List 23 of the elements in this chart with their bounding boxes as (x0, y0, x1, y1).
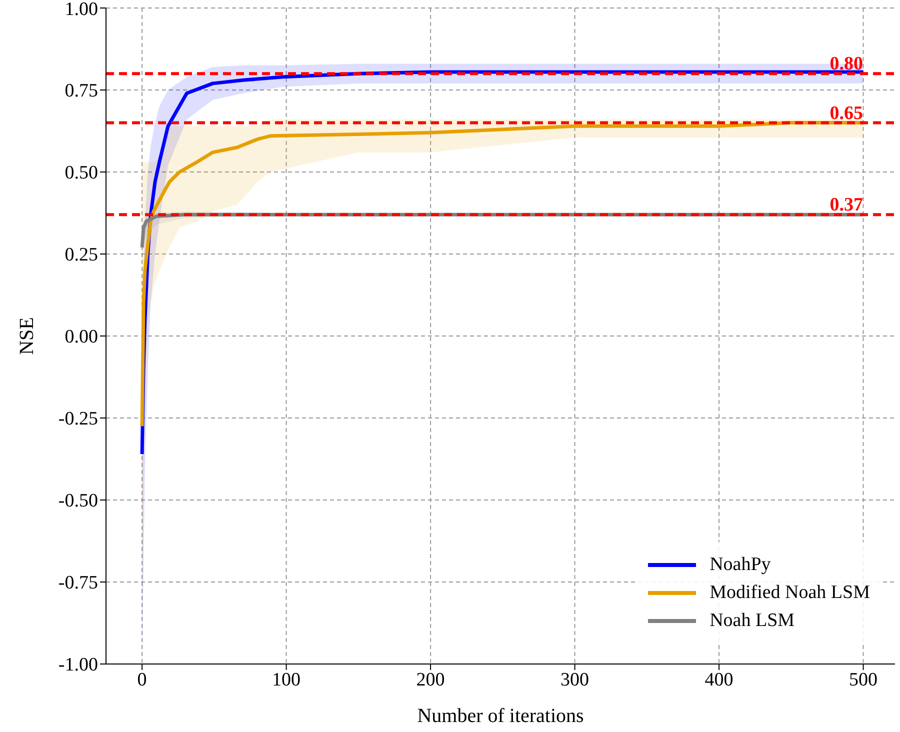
y-tick-label: 0.00 (64, 326, 98, 348)
y-tick-label: 0.50 (64, 162, 98, 184)
legend-label: NoahPy (710, 554, 771, 576)
legend-label: Modified Noah LSM (710, 582, 870, 604)
x-tick-label: 500 (849, 669, 878, 690)
ref-line-label: 0.80 (830, 54, 863, 75)
x-tick-label: 200 (416, 669, 445, 690)
x-tick-label: 400 (704, 669, 734, 690)
y-tick-label: 0.75 (64, 80, 98, 102)
x-tick-label: 300 (560, 669, 590, 690)
y-tick-label: -0.75 (58, 572, 98, 594)
x-tick-label: 100 (272, 669, 301, 690)
y-tick-label: -0.25 (58, 408, 98, 430)
x-tick-label: 0 (137, 669, 147, 690)
y-tick-label: 0.25 (64, 244, 98, 266)
ref-line-label: 0.65 (830, 102, 863, 124)
y-tick-label: -1.00 (58, 654, 98, 676)
y-tick-label: -0.50 (58, 490, 98, 512)
x-axis-title: Number of iterations (417, 705, 584, 727)
legend-label: Noah LSM (710, 610, 795, 632)
y-tick-label: 1.00 (64, 0, 98, 20)
ref-line-label: 0.37 (830, 194, 864, 216)
y-axis-title: NSE (16, 317, 38, 355)
